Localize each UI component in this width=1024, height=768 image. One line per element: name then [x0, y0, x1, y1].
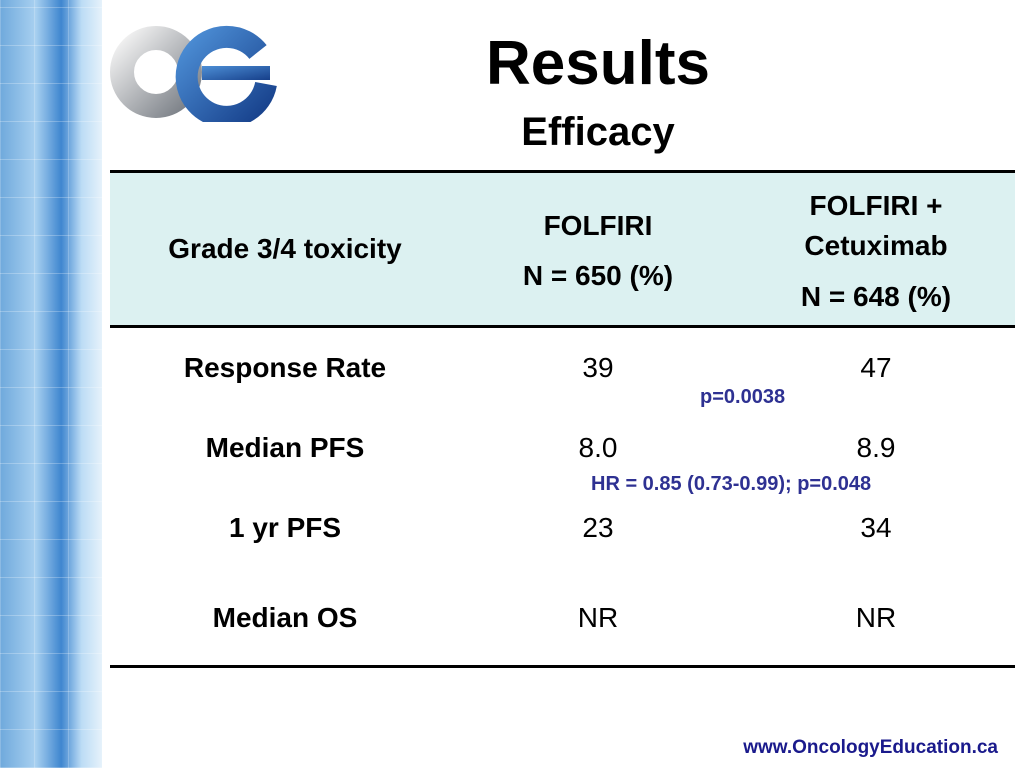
table-cell: 34 [860, 512, 892, 543]
table-cell: NR [855, 602, 897, 633]
column-header: Grade 3/4 toxicity [168, 233, 402, 264]
column-n: N = 648 (%) [800, 281, 952, 312]
table-rule [110, 665, 1015, 668]
side-band [0, 0, 102, 768]
column-n: N = 650 (%) [522, 260, 674, 291]
subtitle: Efficacy [521, 110, 675, 154]
row-label: Response Rate [183, 352, 387, 383]
logo [110, 25, 277, 122]
footer-url: www.OncologyEducation.ca [743, 737, 998, 758]
column-header: FOLFIRI + Cetuximab [804, 190, 948, 261]
row-label: Median PFS [205, 432, 365, 463]
table-cell: 8.9 [856, 432, 896, 463]
annotation: p=0.0038 [700, 386, 786, 408]
row-label: Median OS [212, 602, 358, 633]
table-cell: 47 [860, 352, 892, 383]
title: Results [486, 29, 710, 98]
column-header: FOLFIRI [543, 210, 653, 241]
table-cell: 39 [582, 352, 614, 383]
table-cell: 23 [582, 512, 614, 543]
table-cell: 8.0 [578, 432, 618, 463]
annotation: HR = 0.85 (0.73-0.99); p=0.048 [591, 473, 872, 495]
table-header [110, 170, 1015, 328]
table-cell: NR [577, 602, 619, 633]
row-label: 1 yr PFS [228, 512, 342, 543]
